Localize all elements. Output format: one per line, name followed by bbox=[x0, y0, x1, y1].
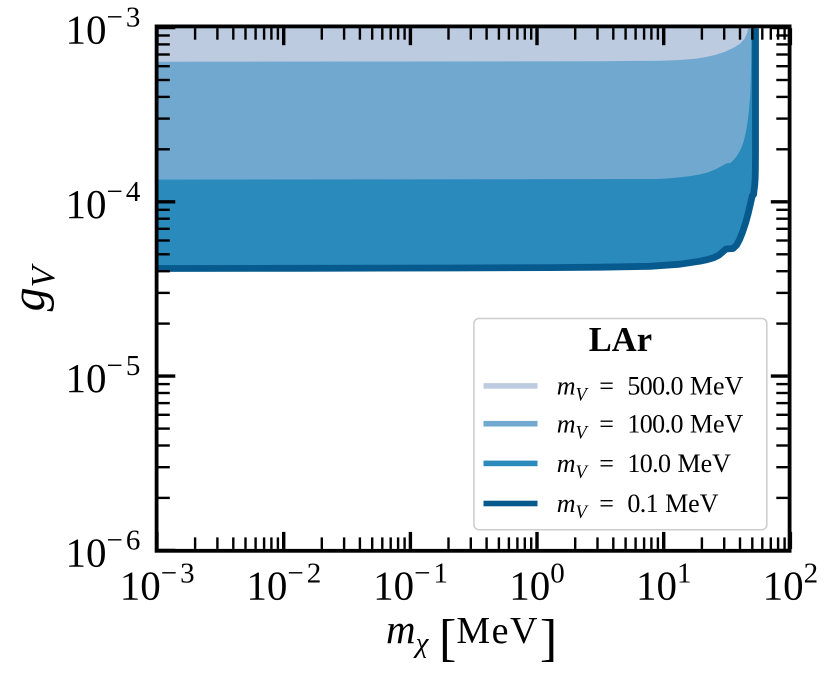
svg-text:mχ [MeV]: mχ [MeV] bbox=[386, 606, 557, 667]
svg-text:LAr: LAr bbox=[589, 321, 652, 359]
svg-text:10−5: 10− 5 bbox=[66, 350, 141, 401]
svg-text:10−3: 10− 3 bbox=[120, 558, 195, 609]
svg-text:10−4: 10− 4 bbox=[66, 176, 141, 227]
